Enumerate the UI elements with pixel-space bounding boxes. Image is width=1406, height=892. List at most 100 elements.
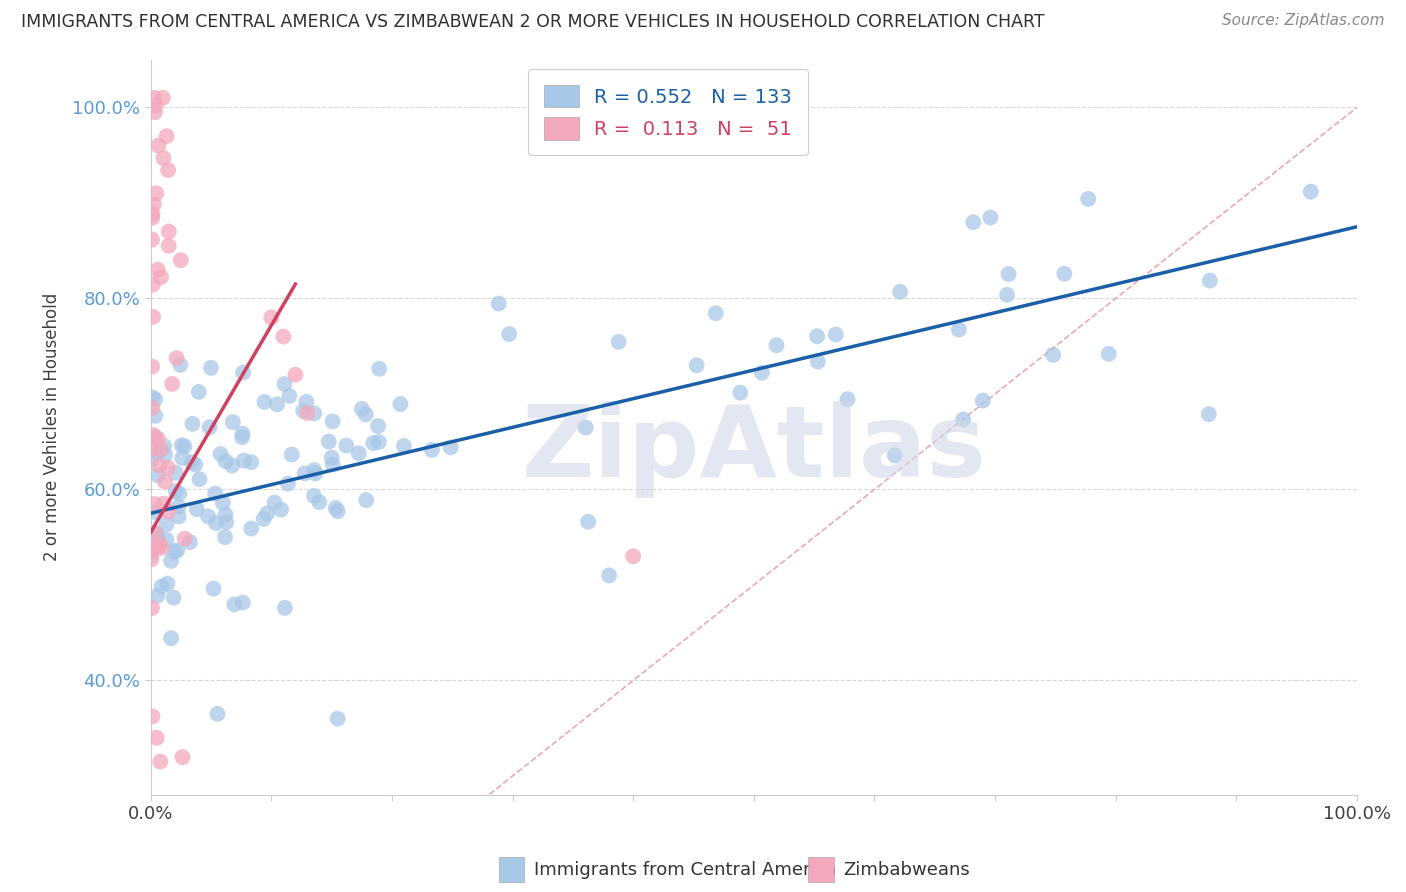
Point — [232, 596, 254, 610]
Point — [143, 392, 166, 407]
Point — [149, 755, 172, 769]
Point — [304, 467, 326, 481]
Point — [142, 428, 165, 442]
Point — [141, 359, 163, 374]
Point — [221, 458, 243, 473]
Point — [142, 277, 165, 292]
Point — [212, 496, 235, 510]
Point — [146, 445, 169, 459]
Point — [145, 506, 167, 520]
Point — [150, 270, 173, 285]
Point — [197, 509, 219, 524]
Point — [204, 486, 226, 500]
Point — [166, 351, 188, 365]
Point — [273, 329, 295, 343]
Point — [146, 526, 169, 541]
Text: Zimbabweans: Zimbabweans — [844, 861, 970, 879]
Point — [141, 401, 163, 415]
Point — [149, 442, 172, 457]
Point — [165, 466, 187, 480]
Point — [837, 392, 859, 406]
Point — [146, 532, 169, 546]
Point — [240, 522, 263, 536]
Point — [141, 233, 163, 247]
Point — [157, 225, 180, 239]
Point — [146, 468, 169, 483]
Point — [1198, 407, 1220, 421]
Point — [368, 361, 391, 376]
Point — [198, 420, 221, 434]
Text: IMMIGRANTS FROM CENTRAL AMERICA VS ZIMBABWEAN 2 OR MORE VEHICLES IN HOUSEHOLD CO: IMMIGRANTS FROM CENTRAL AMERICA VS ZIMBA… — [21, 13, 1045, 31]
Point — [273, 377, 295, 392]
Point — [392, 439, 415, 453]
Point — [252, 512, 274, 526]
Point — [143, 409, 166, 423]
Point — [160, 631, 183, 645]
Point — [232, 453, 254, 467]
Point — [170, 253, 193, 268]
Point — [824, 327, 846, 342]
Point — [180, 455, 202, 469]
Point — [222, 415, 245, 429]
Point — [948, 322, 970, 336]
Point — [173, 532, 195, 546]
Point — [277, 476, 299, 491]
Point — [270, 502, 292, 516]
Point — [335, 439, 357, 453]
Point — [240, 455, 263, 469]
Point — [232, 426, 254, 441]
Point — [607, 334, 630, 349]
Point — [156, 576, 179, 591]
Point — [347, 446, 370, 460]
Point — [952, 412, 974, 426]
Point — [146, 262, 169, 277]
Point — [157, 163, 180, 178]
Point — [266, 397, 288, 411]
Point — [167, 509, 190, 524]
Point — [163, 544, 186, 558]
Point — [576, 515, 599, 529]
Point — [184, 458, 207, 472]
Point — [155, 129, 177, 144]
Point — [806, 329, 828, 343]
Point — [962, 215, 984, 229]
Point — [367, 419, 389, 434]
Point — [188, 472, 211, 486]
Point — [160, 376, 183, 391]
Point — [145, 186, 167, 201]
Point — [1198, 274, 1220, 288]
Y-axis label: 2 or more Vehicles in Household: 2 or more Vehicles in Household — [44, 293, 60, 561]
Point — [152, 91, 174, 105]
Point — [1042, 348, 1064, 362]
Point — [685, 358, 707, 372]
Point — [995, 288, 1018, 302]
Point — [186, 502, 208, 516]
Point — [439, 441, 461, 455]
Point — [167, 500, 190, 514]
Point — [141, 391, 163, 405]
Point — [157, 461, 180, 475]
Point — [148, 458, 170, 473]
Point — [575, 420, 598, 434]
Point — [145, 98, 167, 112]
Text: Source: ZipAtlas.com: Source: ZipAtlas.com — [1222, 13, 1385, 29]
Point — [157, 504, 180, 518]
Point — [187, 384, 209, 399]
Point — [146, 432, 169, 446]
Point — [1077, 192, 1099, 206]
Point — [389, 397, 412, 411]
Point — [172, 750, 194, 764]
Point — [274, 600, 297, 615]
Point — [152, 151, 174, 165]
Point — [1299, 185, 1322, 199]
Point — [302, 406, 325, 420]
Point — [160, 554, 183, 568]
Point — [166, 543, 188, 558]
Point — [157, 239, 180, 253]
Point — [284, 368, 307, 382]
Point — [150, 579, 173, 593]
Point — [420, 442, 443, 457]
Point — [146, 589, 169, 603]
Point — [150, 541, 173, 555]
Point — [498, 326, 520, 341]
